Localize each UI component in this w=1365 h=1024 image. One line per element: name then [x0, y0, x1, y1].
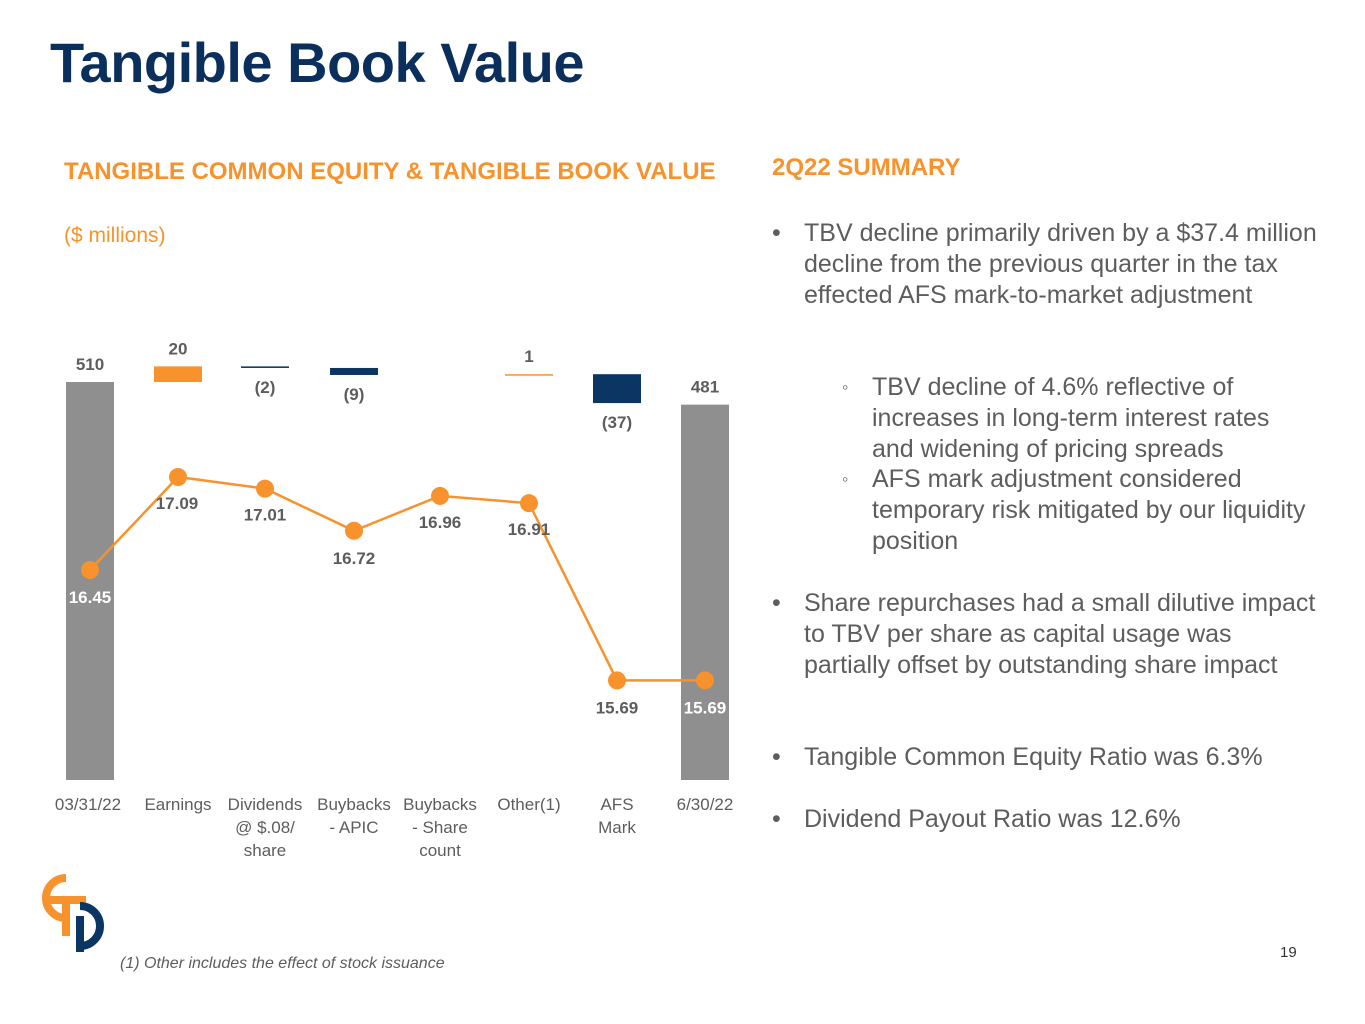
category-label: @ $.08/ [235, 818, 295, 837]
bars-layer [66, 366, 729, 780]
tbv-point [696, 671, 714, 690]
waterfall-bar [681, 404, 729, 780]
footnote: (1) Other includes the effect of stock i… [120, 955, 445, 972]
bar-value-label: 510 [76, 355, 104, 374]
bullet-text: Share repurchases had a small dilutive i… [804, 589, 1316, 679]
category-label: share [244, 841, 287, 860]
summary-heading: 2Q22 SUMMARY [772, 154, 961, 181]
tbv-value-label: 16.91 [508, 520, 551, 539]
tbv-point [81, 561, 99, 579]
bar-value-label: (9) [344, 385, 365, 404]
sub-bullet-dot: ◦ [842, 469, 849, 489]
category-label: count [419, 841, 461, 860]
tbv-value-label: 16.72 [333, 549, 376, 568]
tbv-per-share-line [89, 475, 705, 682]
x-axis: 03/31/22 Earnings Dividends @ $.08/share Buy… [55, 795, 733, 860]
category-label: Buybacks [317, 795, 391, 814]
tbv-point [608, 671, 626, 690]
bar-value-label: 20 [169, 339, 188, 358]
bullet-dot: • [772, 805, 781, 833]
category-label: Buybacks [403, 795, 477, 814]
waterfall-bar [66, 382, 114, 780]
category-label: - Share [412, 818, 468, 837]
tbv-value-label: 16.45 [69, 588, 112, 607]
sub-bullet-text: AFS mark adjustment considered temporary… [872, 465, 1306, 555]
sub-bullet-text: TBV decline of 4.6% reflective of increa… [872, 373, 1270, 463]
tbv-value-label: 16.96 [419, 513, 462, 532]
bar-value-label: 1 [524, 347, 533, 366]
waterfall-bar [330, 367, 378, 375]
bullet-text: TBV decline primarily driven by a $37.4 … [804, 219, 1317, 309]
waterfall-bar [593, 374, 641, 404]
company-logo [42, 874, 104, 952]
category-label: AFS [600, 795, 633, 814]
category-label: Mark [598, 818, 636, 837]
bullet-dot: • [772, 219, 781, 247]
labels-layer: 510 20 (2) (9) 1 (37) 481 16.45 17.09 17.01 16.72 1… [69, 339, 727, 717]
line-layer [81, 468, 714, 690]
chart-subtitle: ($ millions) [64, 224, 166, 247]
tbv-point [520, 494, 538, 513]
tbv-waterfall-chart: 510 20 (2) (9) 1 (37) 481 16.45 17.09 17.01 16.72 1… [55, 339, 733, 860]
tbv-point [256, 479, 274, 498]
tbv-value-label: 17.09 [156, 494, 199, 513]
tbv-point [431, 486, 449, 505]
page-title: Tangible Book Value [50, 31, 585, 94]
category-label: Other(1) [497, 795, 560, 814]
bullet-dot: • [772, 743, 781, 771]
sub-bullet-dot: ◦ [842, 377, 849, 397]
bar-value-label: 481 [691, 378, 719, 397]
waterfall-bar [241, 366, 289, 368]
bullet-text: Tangible Common Equity Ratio was 6.3% [804, 743, 1263, 771]
category-label: 03/31/22 [55, 795, 121, 814]
tbv-point [169, 468, 187, 487]
tbv-value-label: 15.69 [596, 698, 639, 717]
bullet-dot: • [772, 589, 781, 617]
tbv-value-label: 15.69 [684, 698, 727, 717]
waterfall-bar [505, 374, 553, 376]
bullet-text: Dividend Payout Ratio was 12.6% [804, 805, 1181, 833]
page-number: 19 [1280, 944, 1297, 961]
chart-heading: TANGIBLE COMMON EQUITY & TANGIBLE BOOK V… [64, 158, 716, 185]
category-label: Earnings [144, 795, 211, 814]
tbv-value-label: 17.01 [244, 506, 287, 525]
category-label: Dividends [228, 795, 303, 814]
bar-value-label: (2) [255, 378, 276, 397]
bar-value-label: (37) [602, 413, 632, 432]
category-label: - APIC [329, 818, 378, 837]
tbv-point [345, 521, 363, 540]
category-label: 6/30/22 [677, 795, 734, 814]
waterfall-bar [154, 366, 202, 382]
